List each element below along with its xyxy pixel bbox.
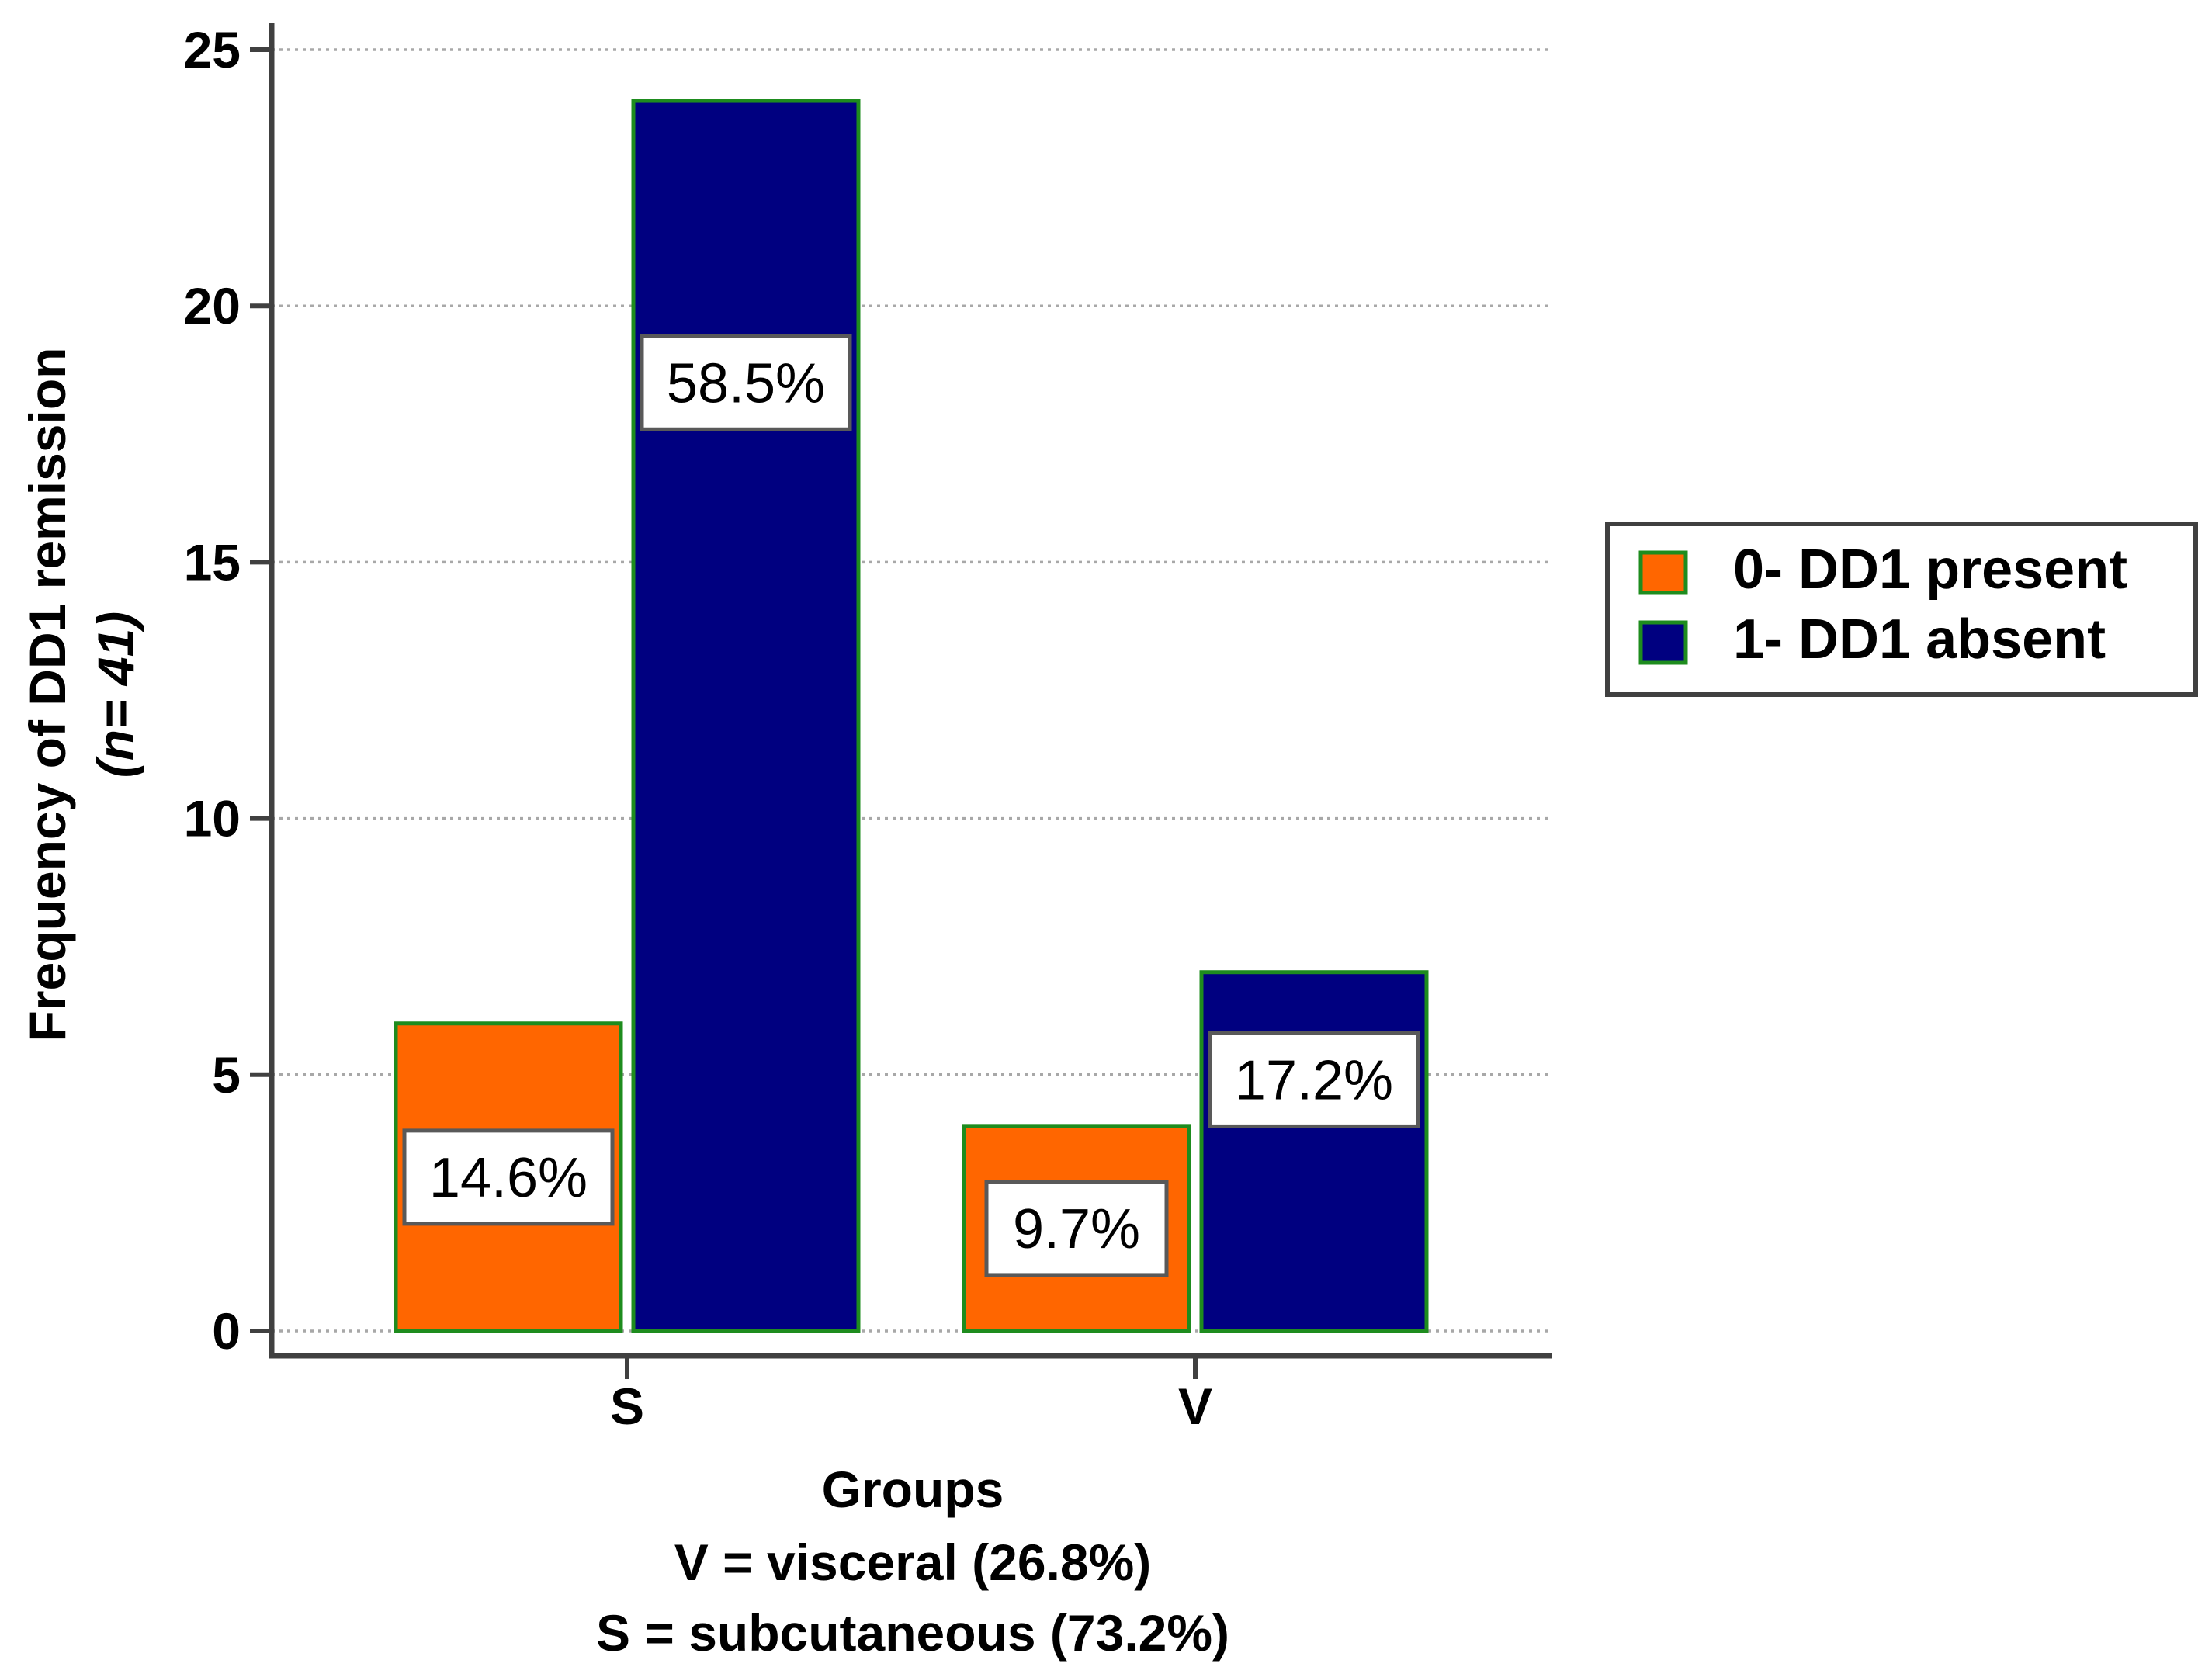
bar-S-dd1-absent xyxy=(631,99,861,1333)
x-axis-title-line-1: Groups xyxy=(822,1461,1004,1518)
data-labels: 14.6% 58.5% 9.7% 17.2% xyxy=(402,334,1420,1277)
bar-V-dd1-absent xyxy=(1199,970,1429,1333)
data-label-box xyxy=(640,334,852,431)
legend-label-dd1-present: 0- DD1 present xyxy=(1733,539,2127,601)
axes: 0 5 10 15 20 25 S V xyxy=(184,21,1552,1435)
legend-swatch-dd1-absent xyxy=(1638,620,1688,665)
y-tick-label: 5 xyxy=(212,1046,241,1104)
y-tick-label: 15 xyxy=(184,533,241,591)
legend-label-dd1-absent: 1- DD1 absent xyxy=(1733,608,2106,671)
y-axis-title: Frequency of DD1 remission (n= 41) xyxy=(19,348,144,1042)
legend: 0- DD1 present 1- DD1 absent xyxy=(1605,522,2198,697)
data-label: 14.6% xyxy=(429,1147,588,1209)
data-label-box xyxy=(1208,1031,1420,1128)
x-axis-title-line-3: S = subcutaneous (73.2%) xyxy=(596,1604,1229,1662)
x-tick-label-S: S xyxy=(610,1378,644,1435)
legend-swatch-dd1-present xyxy=(1638,550,1688,595)
data-label: 9.7% xyxy=(1013,1198,1140,1260)
y-axis-title-line-1: Frequency of DD1 remission xyxy=(19,348,76,1042)
data-label: 58.5% xyxy=(667,352,825,414)
y-axis-title-line-2: (n= 41) xyxy=(87,612,144,778)
data-label: 17.2% xyxy=(1235,1049,1393,1111)
x-axis-title-line-2: V = visceral (26.8%) xyxy=(674,1534,1152,1591)
y-tick-label: 20 xyxy=(184,277,241,334)
y-tick-label: 25 xyxy=(184,21,241,78)
x-axis-title: Groups V = visceral (26.8%) S = subcutan… xyxy=(596,1461,1229,1662)
legend-box xyxy=(1605,522,2198,697)
x-tick-label-V: V xyxy=(1178,1378,1212,1435)
data-label-box xyxy=(984,1180,1169,1277)
y-tick-label: 0 xyxy=(212,1302,241,1360)
data-label-box xyxy=(402,1128,615,1226)
y-tick-label: 10 xyxy=(184,790,241,847)
